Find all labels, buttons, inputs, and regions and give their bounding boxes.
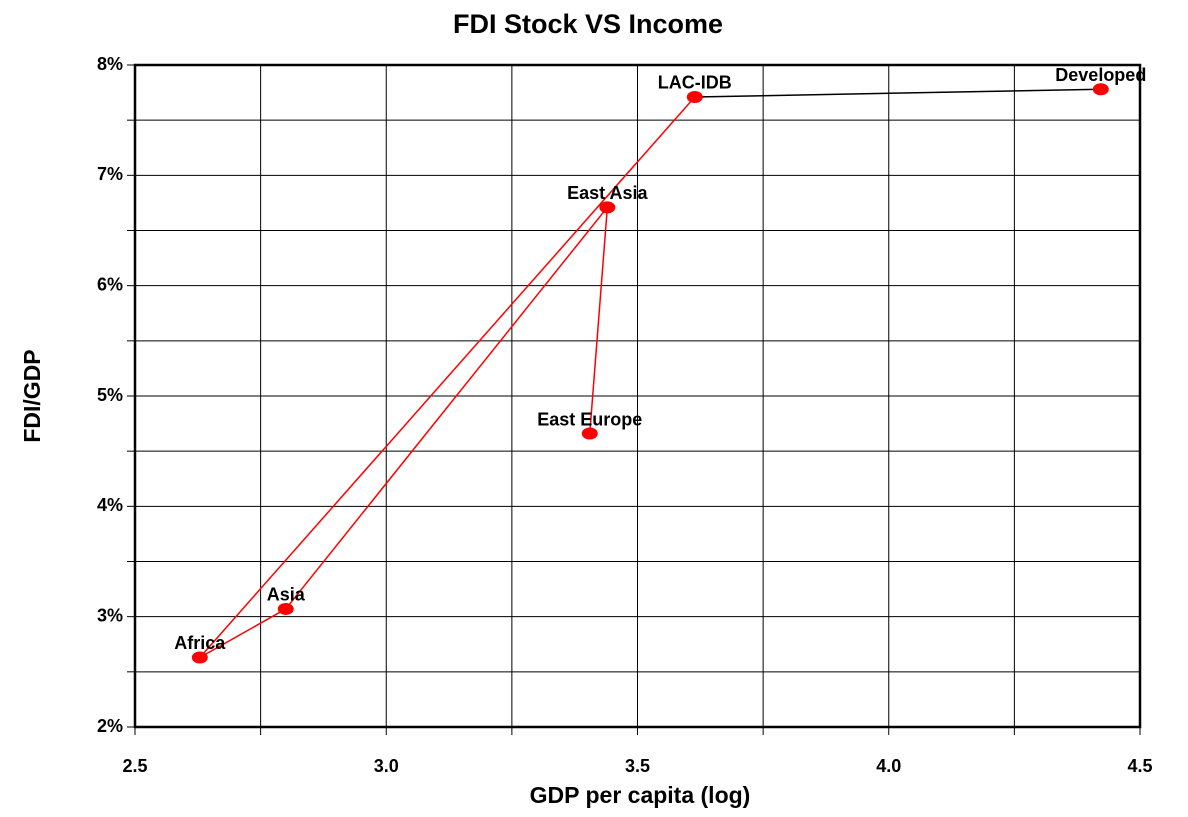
point-label: East Asia bbox=[567, 183, 648, 203]
x-axis-title: GDP per capita (log) bbox=[530, 782, 751, 808]
x-tick-label: 2.5 bbox=[122, 756, 147, 776]
x-tick-label: 3.5 bbox=[625, 756, 650, 776]
x-tick-label: 4.0 bbox=[876, 756, 901, 776]
point bbox=[191, 651, 208, 664]
y-tick-label: 8% bbox=[97, 54, 123, 74]
y-tick-label: 2% bbox=[97, 716, 123, 736]
connector-line bbox=[199, 96, 696, 658]
point bbox=[581, 427, 598, 440]
point-label: Asia bbox=[267, 585, 306, 605]
y-tick-label: 5% bbox=[97, 385, 123, 405]
point-label: LAC-IDB bbox=[658, 73, 732, 93]
point-label: Developed bbox=[1055, 65, 1146, 85]
y-tick-label: 7% bbox=[97, 164, 123, 184]
x-tick-label: 4.5 bbox=[1127, 756, 1152, 776]
y-tick-label: 3% bbox=[97, 605, 123, 625]
y-tick-label: 6% bbox=[97, 274, 123, 294]
y-tick-label: 4% bbox=[97, 495, 123, 515]
plot-frame bbox=[133, 63, 1142, 729]
point-label: Africa bbox=[174, 633, 226, 653]
connector-line bbox=[694, 88, 1101, 98]
y-axis-title: FDI/GDP bbox=[19, 349, 45, 442]
connector-line bbox=[589, 207, 609, 434]
point bbox=[599, 201, 616, 214]
chart-title: FDI Stock VS Income bbox=[453, 9, 723, 39]
point bbox=[686, 90, 703, 103]
connector-line bbox=[199, 608, 287, 659]
point bbox=[1092, 83, 1109, 96]
point-label: East Europe bbox=[537, 409, 642, 429]
point bbox=[277, 602, 294, 615]
x-tick-label: 3.0 bbox=[374, 756, 399, 776]
connector-line bbox=[285, 206, 608, 610]
